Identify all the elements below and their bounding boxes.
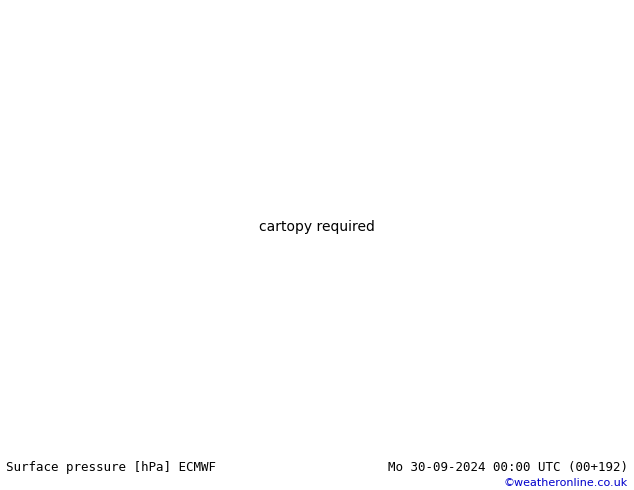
- Text: cartopy required: cartopy required: [259, 220, 375, 234]
- Text: Surface pressure [hPa] ECMWF: Surface pressure [hPa] ECMWF: [6, 462, 216, 474]
- Text: Mo 30-09-2024 00:00 UTC (00+192): Mo 30-09-2024 00:00 UTC (00+192): [387, 462, 628, 474]
- Text: ©weatheronline.co.uk: ©weatheronline.co.uk: [503, 478, 628, 488]
